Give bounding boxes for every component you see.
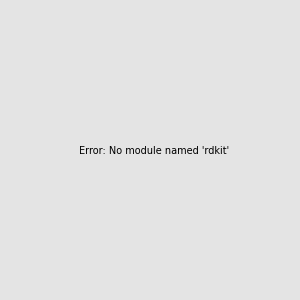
- Text: Error: No module named 'rdkit': Error: No module named 'rdkit': [79, 146, 229, 157]
